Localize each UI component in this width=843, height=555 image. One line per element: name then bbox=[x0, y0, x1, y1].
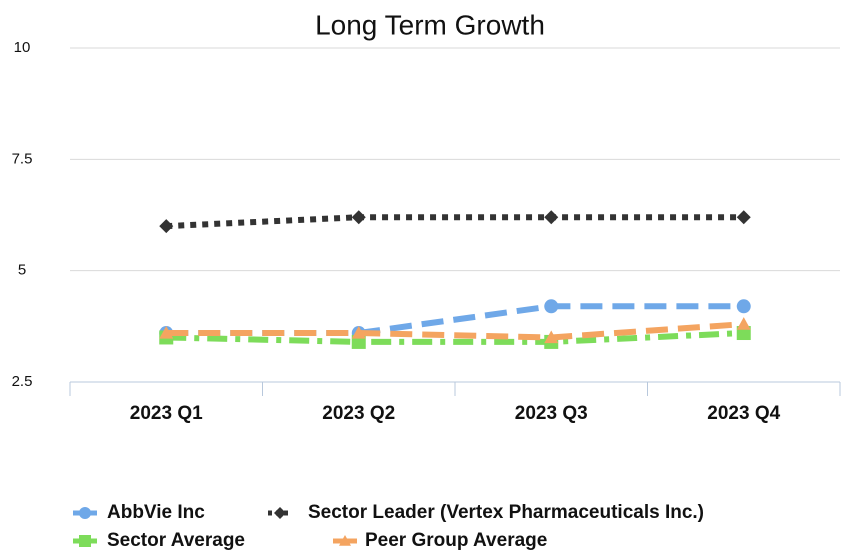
chart-title: Long Term Growth bbox=[315, 9, 545, 40]
series-line bbox=[166, 214, 744, 230]
series-line bbox=[166, 330, 744, 345]
data-point bbox=[736, 299, 751, 314]
legend-label: Peer Group Average bbox=[365, 530, 547, 551]
series-line bbox=[166, 321, 744, 341]
legend-label: AbbVie Inc bbox=[107, 502, 205, 523]
x-tick-label: 2023 Q3 bbox=[515, 403, 588, 424]
data-point bbox=[736, 317, 751, 330]
data-point bbox=[159, 219, 174, 234]
y-tick-label: 7.5 bbox=[12, 150, 33, 167]
x-tick-label: 2023 Q1 bbox=[130, 403, 203, 424]
legend-marker bbox=[339, 535, 351, 546]
data-point bbox=[544, 210, 559, 225]
legend-marker bbox=[274, 507, 286, 519]
legend-label: Sector Leader (Vertex Pharmaceuticals In… bbox=[308, 502, 704, 523]
y-tick-label: 2.5 bbox=[12, 373, 33, 390]
data-point bbox=[159, 326, 174, 339]
legend-marker bbox=[79, 507, 91, 519]
data-point bbox=[351, 210, 366, 225]
x-tick-label: 2023 Q2 bbox=[322, 403, 395, 424]
legend-label: Sector Average bbox=[107, 530, 245, 551]
y-tick-label: 10 bbox=[14, 39, 31, 56]
data-point bbox=[736, 210, 751, 225]
y-tick-label: 5 bbox=[18, 262, 26, 279]
data-point bbox=[351, 326, 366, 339]
legend-marker bbox=[79, 535, 91, 547]
data-point bbox=[544, 330, 559, 344]
x-tick-label: 2023 Q4 bbox=[707, 403, 780, 424]
data-point bbox=[544, 299, 559, 314]
